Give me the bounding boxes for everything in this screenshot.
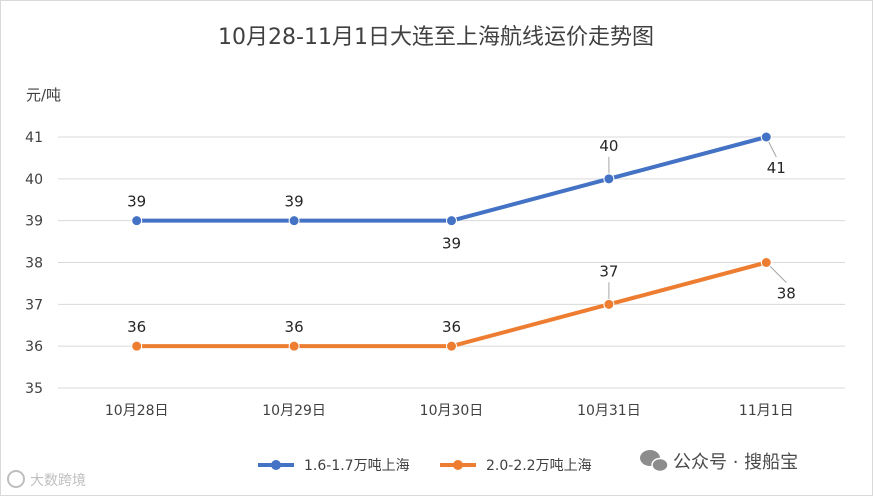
wechat-icon bbox=[640, 450, 669, 473]
data-label: 39 bbox=[285, 193, 304, 211]
data-label: 41 bbox=[767, 159, 786, 177]
data-point bbox=[603, 298, 615, 310]
data-label: 40 bbox=[599, 137, 618, 155]
watermark-wechat: 公众号 · 搜船宝 bbox=[640, 450, 798, 473]
y-axis-ticks: 35 36 37 38 39 40 41 bbox=[25, 130, 43, 397]
legend-item-2: 2.0-2.2万吨上海 bbox=[440, 458, 592, 474]
series-group: 39 39 39 40 41 36 36 36 37 38 bbox=[127, 131, 796, 352]
y-tick-label: 35 bbox=[25, 381, 43, 397]
legend-swatch-marker bbox=[453, 460, 463, 470]
data-point bbox=[446, 215, 457, 227]
data-point bbox=[603, 173, 615, 185]
x-tick-label: 10月30日 bbox=[420, 403, 484, 419]
data-label: 39 bbox=[127, 193, 146, 211]
legend-item-1: 1.6-1.7万吨上海 bbox=[258, 458, 410, 474]
data-point bbox=[131, 215, 143, 227]
data-point bbox=[288, 340, 300, 352]
y-tick-label: 40 bbox=[25, 172, 43, 188]
y-axis-unit: 元/吨 bbox=[26, 86, 61, 104]
watermark-account: 公众号 · 搜船宝 bbox=[673, 452, 798, 473]
data-point bbox=[760, 131, 772, 143]
y-tick-label: 37 bbox=[25, 297, 43, 313]
data-point bbox=[446, 340, 457, 352]
data-label: 36 bbox=[285, 318, 304, 336]
logo-icon bbox=[7, 470, 25, 488]
y-tick-label: 39 bbox=[25, 214, 43, 230]
y-tick-label: 38 bbox=[25, 256, 43, 272]
x-axis-ticks: 10月28日 10月29日 10月30日 10月31日 11月1日 bbox=[105, 403, 794, 419]
chart-title: 10月28-11月1日大连至上海航线运价走势图 bbox=[218, 25, 654, 50]
x-tick-label: 10月29日 bbox=[262, 403, 326, 419]
legend: 1.6-1.7万吨上海 2.0-2.2万吨上海 bbox=[258, 458, 592, 474]
legend-label: 1.6-1.7万吨上海 bbox=[304, 458, 410, 474]
y-tick-label: 41 bbox=[25, 130, 43, 146]
series-1: 39 39 39 40 41 bbox=[127, 131, 786, 253]
data-point bbox=[288, 215, 300, 227]
data-label: 39 bbox=[442, 235, 461, 253]
watermark-left: 大数跨境 bbox=[7, 470, 86, 489]
data-label: 36 bbox=[442, 318, 461, 336]
legend-swatch-marker bbox=[271, 460, 281, 470]
data-label: 36 bbox=[127, 318, 146, 336]
x-tick-label: 10月31日 bbox=[577, 403, 641, 419]
data-point bbox=[131, 340, 143, 352]
data-label: 38 bbox=[777, 285, 796, 303]
legend-label: 2.0-2.2万吨上海 bbox=[486, 458, 592, 474]
data-point bbox=[760, 257, 772, 268]
y-tick-label: 36 bbox=[25, 339, 43, 355]
x-tick-label: 11月1日 bbox=[739, 403, 794, 419]
data-label: 37 bbox=[599, 262, 618, 280]
x-tick-label: 10月28日 bbox=[105, 403, 169, 419]
watermark-left-text: 大数跨境 bbox=[30, 473, 86, 489]
series-2: 36 36 36 37 38 bbox=[127, 257, 796, 352]
